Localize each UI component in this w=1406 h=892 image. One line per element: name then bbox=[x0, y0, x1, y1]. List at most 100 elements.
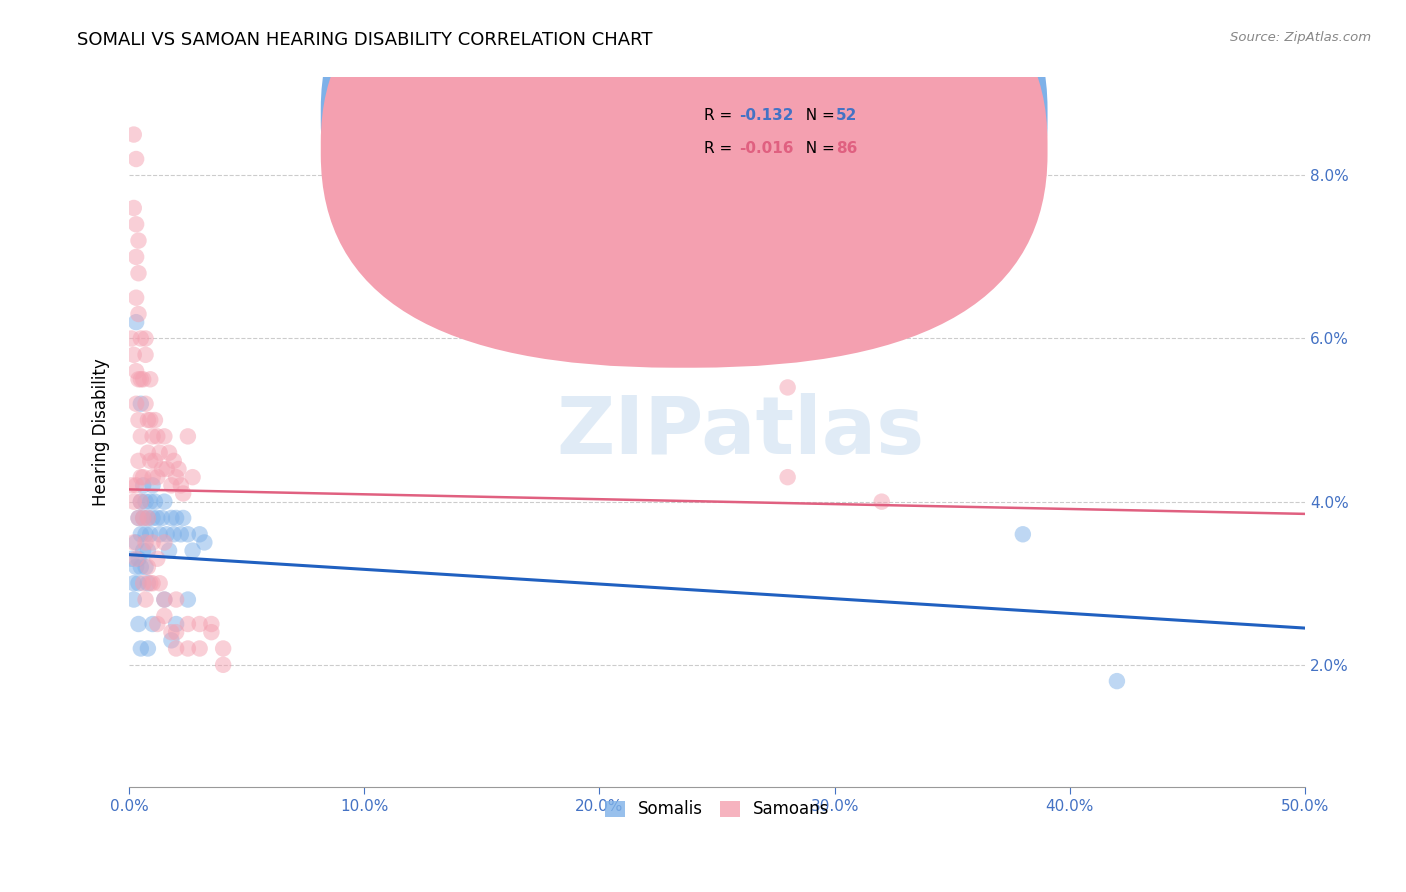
Point bbox=[157, 446, 180, 460]
Point bbox=[139, 454, 162, 468]
Point bbox=[132, 576, 155, 591]
Point bbox=[135, 494, 157, 508]
Point bbox=[165, 470, 187, 484]
Point bbox=[153, 535, 176, 549]
Point bbox=[146, 429, 169, 443]
Point bbox=[142, 576, 165, 591]
Point bbox=[129, 494, 152, 508]
Point bbox=[120, 478, 142, 492]
Legend: Somalis, Samoans: Somalis, Samoans bbox=[598, 794, 837, 825]
Point bbox=[150, 511, 173, 525]
Point bbox=[127, 576, 149, 591]
Point bbox=[188, 641, 211, 656]
Point bbox=[132, 372, 155, 386]
Point bbox=[120, 331, 142, 345]
Point bbox=[125, 217, 148, 231]
Point bbox=[165, 617, 187, 632]
Point bbox=[125, 315, 148, 329]
Point bbox=[129, 429, 152, 443]
Point bbox=[129, 527, 152, 541]
Point bbox=[129, 560, 152, 574]
Point bbox=[143, 413, 166, 427]
Point bbox=[177, 527, 200, 541]
Point bbox=[146, 551, 169, 566]
Point bbox=[1011, 527, 1033, 541]
Point bbox=[163, 454, 186, 468]
Point bbox=[200, 625, 222, 640]
Point bbox=[167, 462, 190, 476]
Text: Source: ZipAtlas.com: Source: ZipAtlas.com bbox=[1230, 31, 1371, 45]
Point bbox=[160, 478, 183, 492]
Point bbox=[142, 470, 165, 484]
Text: -0.132: -0.132 bbox=[740, 108, 794, 122]
Point bbox=[127, 413, 149, 427]
Point bbox=[136, 560, 159, 574]
Point bbox=[188, 527, 211, 541]
Point bbox=[129, 397, 152, 411]
Point bbox=[136, 446, 159, 460]
Text: SOMALI VS SAMOAN HEARING DISABILITY CORRELATION CHART: SOMALI VS SAMOAN HEARING DISABILITY CORR… bbox=[77, 31, 652, 49]
Text: N =: N = bbox=[796, 108, 839, 122]
Point bbox=[156, 527, 179, 541]
Point bbox=[142, 511, 165, 525]
Point bbox=[870, 494, 893, 508]
Point bbox=[122, 535, 145, 549]
Point bbox=[127, 266, 149, 280]
Point bbox=[132, 543, 155, 558]
Point bbox=[122, 201, 145, 215]
Point bbox=[135, 592, 157, 607]
Point bbox=[157, 543, 180, 558]
Point bbox=[125, 535, 148, 549]
Point bbox=[127, 617, 149, 632]
Point bbox=[125, 152, 148, 166]
Point bbox=[776, 470, 799, 484]
Point bbox=[135, 397, 157, 411]
Point bbox=[135, 348, 157, 362]
Point bbox=[136, 543, 159, 558]
Point bbox=[165, 641, 187, 656]
Point bbox=[129, 494, 152, 508]
Text: R =: R = bbox=[704, 141, 737, 156]
Point bbox=[177, 592, 200, 607]
Point bbox=[142, 535, 165, 549]
Point bbox=[153, 494, 176, 508]
Point bbox=[177, 617, 200, 632]
Point bbox=[181, 543, 204, 558]
Point bbox=[776, 380, 799, 394]
Point bbox=[153, 608, 176, 623]
Point bbox=[120, 551, 142, 566]
Text: -0.016: -0.016 bbox=[740, 141, 794, 156]
Text: 52: 52 bbox=[835, 108, 858, 122]
Point bbox=[125, 250, 148, 264]
Point bbox=[127, 511, 149, 525]
Point bbox=[136, 576, 159, 591]
Point bbox=[193, 535, 215, 549]
Text: 86: 86 bbox=[835, 141, 858, 156]
Point bbox=[153, 592, 176, 607]
Point bbox=[163, 527, 186, 541]
Point bbox=[135, 535, 157, 549]
Text: N =: N = bbox=[796, 141, 839, 156]
Point bbox=[200, 617, 222, 632]
Point bbox=[132, 511, 155, 525]
Point bbox=[127, 511, 149, 525]
Text: ZIPatlas: ZIPatlas bbox=[557, 393, 925, 471]
Y-axis label: Hearing Disability: Hearing Disability bbox=[93, 359, 110, 506]
Point bbox=[156, 462, 179, 476]
Point bbox=[127, 307, 149, 321]
Point bbox=[135, 527, 157, 541]
Point bbox=[129, 641, 152, 656]
Point bbox=[125, 560, 148, 574]
Point bbox=[212, 657, 235, 672]
Point bbox=[139, 413, 162, 427]
Point bbox=[177, 429, 200, 443]
Point bbox=[127, 454, 149, 468]
Text: R =: R = bbox=[704, 108, 737, 122]
Point bbox=[125, 291, 148, 305]
Point bbox=[188, 617, 211, 632]
Point bbox=[127, 551, 149, 566]
Point bbox=[122, 494, 145, 508]
Point bbox=[125, 397, 148, 411]
Point bbox=[160, 511, 183, 525]
Point bbox=[149, 446, 172, 460]
